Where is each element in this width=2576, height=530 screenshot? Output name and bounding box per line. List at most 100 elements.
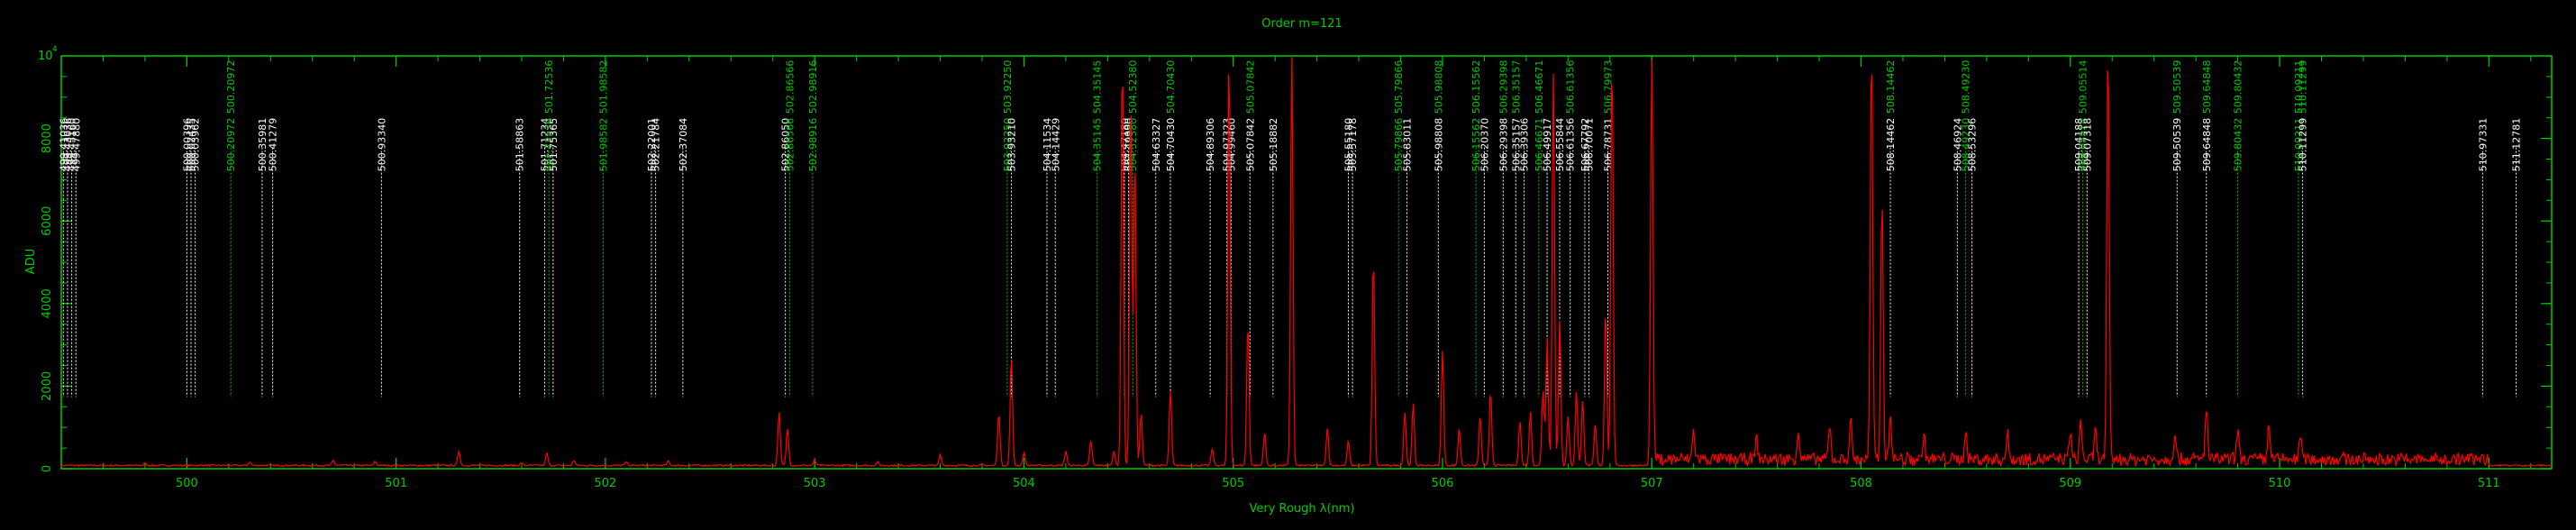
marker-label: 505.57178 [1347, 118, 1359, 172]
x-axis-label: Very Rough λ(nm) [1249, 502, 1354, 516]
marker-label-top: 510.11299 [2298, 60, 2309, 114]
marker-label-top: 500.20972 [225, 60, 237, 114]
marker-label: 508.14462 [1885, 118, 1897, 172]
marker-label: 504.70430 [1165, 118, 1177, 172]
marker-label: 503.92250 [1002, 118, 1014, 172]
marker-label-top: 506.61356 [1565, 60, 1577, 114]
marker-label: 508.53296 [1967, 118, 1979, 172]
marker-label-top: 504.70430 [1165, 60, 1177, 114]
marker-label-top: 509.64848 [2201, 60, 2213, 114]
marker-label: 509.64848 [2201, 118, 2213, 172]
marker-label-top: 506.29398 [1497, 60, 1509, 114]
marker-label: 504.49990 [1124, 118, 1135, 172]
marker-label: 506.46671 [1534, 118, 1545, 172]
x-tick-label: 506 [1432, 477, 1454, 490]
x-tick-label: 508 [1850, 477, 1872, 490]
marker-label: 506.20370 [1479, 118, 1490, 172]
x-tick-label: 500 [176, 477, 198, 490]
marker-label: 501.72536 [543, 118, 555, 172]
x-tick-label: 502 [594, 477, 616, 490]
marker-label: 501.58863 [514, 118, 526, 172]
marker-label-top: 503.92250 [1002, 60, 1014, 114]
marker-label: 502.98916 [807, 118, 819, 172]
marker-label: 505.18882 [1268, 118, 1279, 172]
x-tick-label: 509 [2059, 477, 2081, 490]
marker-label: 506.67792 [1579, 118, 1591, 172]
marker-label: 502.22001 [646, 118, 658, 172]
marker-label: 499.43036 [62, 118, 74, 172]
marker-label: 510.09211 [2293, 118, 2305, 172]
marker-label: 511.12781 [2511, 118, 2523, 172]
x-tick-label: 511 [2478, 477, 2500, 490]
marker-label-top: 502.86566 [784, 60, 796, 114]
marker-label: 502.86050 [780, 118, 792, 172]
x-tick-label: 503 [804, 477, 826, 490]
marker-label: 504.63327 [1151, 118, 1162, 172]
marker-label: 505.79866 [1393, 118, 1405, 172]
marker-label: 500.00396 [181, 118, 193, 172]
marker-label: 501.75365 [548, 118, 560, 172]
marker-label: 506.61356 [1565, 118, 1577, 172]
marker-label: 504.11534 [1042, 118, 1053, 172]
marker-label: 500.03962 [190, 118, 202, 172]
marker-label: 499.41036 [58, 118, 69, 172]
y-axis-label: ADU [24, 249, 38, 274]
marker-label: 506.70071 [1584, 118, 1596, 172]
y-tick-label: 2000 [41, 371, 54, 401]
marker-label-top: 508.49230 [1961, 60, 1972, 114]
marker-label-top: 502.98916 [807, 60, 819, 114]
marker-label: 501.98582 [598, 118, 610, 172]
marker-label-top: 501.98582 [598, 60, 610, 114]
y-exponent-base: 10 [38, 50, 53, 63]
marker-label-top: 504.35145 [1092, 60, 1104, 114]
marker-label-top: 506.15562 [1470, 60, 1482, 114]
marker-label: 501.71234 [540, 118, 551, 172]
marker-label-top: 504.52380 [1127, 60, 1139, 114]
marker-label: 502.86566 [784, 118, 796, 172]
marker-label-top: 509.05514 [2078, 60, 2089, 114]
spectrum-series [60, 55, 2553, 468]
marker-label: 506.35157 [1510, 118, 1522, 172]
x-tick-label: 507 [1641, 477, 1663, 490]
marker-label: 505.07842 [1244, 118, 1256, 172]
marker-label-top: 506.35157 [1510, 60, 1522, 114]
marker-label: 508.46924 [1952, 118, 1963, 172]
marker-label-top: 505.98808 [1433, 60, 1444, 114]
marker-label: 500.41279 [268, 118, 279, 172]
axes: 500 501 502 503 504 505 506 507 508 509 510 511 0 200… [38, 45, 2553, 490]
marker-label-top: 501.72536 [543, 60, 555, 114]
spectrum-line [60, 55, 2553, 468]
marker-label-top: 506.46671 [1534, 60, 1545, 114]
marker-label: 504.99460 [1225, 118, 1237, 172]
marker-label: 499.45160 [67, 118, 78, 172]
marker-label-top: 505.79866 [1393, 60, 1405, 114]
marker-label: 509.50539 [2171, 118, 2183, 172]
x-tick-label: 510 [2269, 477, 2291, 490]
marker-label: 500.20972 [225, 118, 237, 172]
marker-label: 506.55844 [1554, 118, 1566, 172]
marker-label: 506.15562 [1470, 118, 1482, 172]
marker-label: 509.04188 [2073, 118, 2085, 172]
y-exponent-power: 4 [52, 45, 58, 54]
marker-label: 502.21784 [651, 118, 662, 172]
marker-label: 509.80432 [2233, 118, 2244, 172]
marker-label: 508.49230 [1961, 118, 1972, 172]
marker-label-top: 508.14462 [1885, 60, 1897, 114]
marker-label: 499.47880 [70, 118, 82, 172]
marker-label-top: 509.80432 [2233, 60, 2244, 114]
marker-label: 500.02435 [186, 118, 197, 172]
plot-frame [60, 55, 2553, 470]
marker-label: 503.93210 [1006, 118, 1018, 172]
marker-label: 506.29398 [1497, 118, 1509, 172]
marker-label: 500.93340 [376, 118, 387, 172]
marker-label: 504.89306 [1205, 118, 1216, 172]
marker-label: 506.49917 [1542, 118, 1553, 172]
chart-title: Order m=121 [1261, 17, 1342, 31]
marker-label: 505.98808 [1433, 118, 1444, 172]
y-tick-label: 8000 [41, 123, 54, 153]
marker-label: 510.11299 [2298, 118, 2309, 172]
marker-label: 510.97331 [2477, 118, 2489, 172]
